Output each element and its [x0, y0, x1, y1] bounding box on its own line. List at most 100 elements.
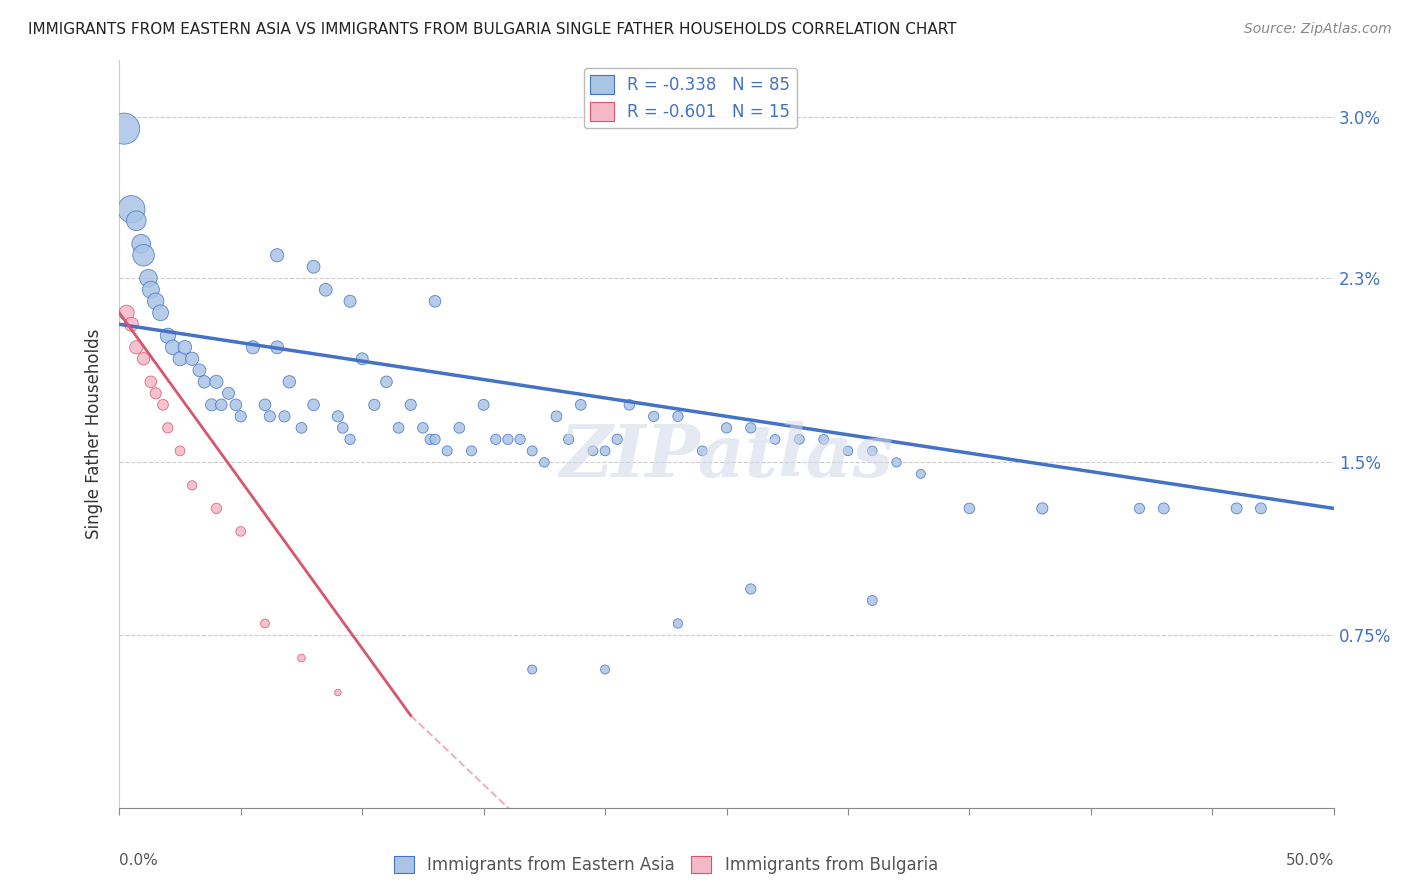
Point [132, 248, 155, 262]
Point [957, 501, 980, 516]
Point [132, 351, 155, 366]
Point [169, 351, 191, 366]
Point [302, 260, 325, 274]
Point [363, 398, 385, 412]
Point [460, 443, 482, 458]
Point [509, 433, 531, 447]
Point [205, 501, 228, 516]
Point [522, 443, 544, 458]
Point [666, 409, 689, 424]
Point [910, 467, 932, 481]
Point [813, 433, 835, 447]
Point [315, 283, 337, 297]
Point [181, 351, 204, 366]
Point [533, 455, 555, 469]
Point [339, 433, 361, 447]
Legend: R = -0.338   N = 85, R = -0.601   N = 15: R = -0.338 N = 85, R = -0.601 N = 15 [583, 68, 797, 128]
Point [326, 409, 349, 424]
Point [200, 398, 222, 412]
Point [789, 433, 811, 447]
Point [339, 294, 361, 309]
Point [1250, 501, 1272, 516]
Point [606, 433, 628, 447]
Point [205, 375, 228, 389]
Point [690, 443, 713, 458]
Point [886, 455, 908, 469]
Point [259, 409, 281, 424]
Point [496, 433, 519, 447]
Point [763, 433, 786, 447]
Point [218, 386, 240, 401]
Point [266, 340, 288, 354]
Text: 0.0%: 0.0% [120, 854, 157, 868]
Point [162, 340, 184, 354]
Point [569, 398, 592, 412]
Point [278, 375, 301, 389]
Point [145, 294, 167, 309]
Text: ZIPatlas: ZIPatlas [560, 420, 894, 491]
Point [290, 421, 312, 435]
Point [436, 443, 458, 458]
Point [125, 213, 148, 227]
Point [860, 443, 883, 458]
Point [156, 421, 179, 435]
Point [557, 433, 579, 447]
Point [582, 443, 605, 458]
Point [149, 306, 172, 320]
Point [145, 386, 167, 401]
Point [423, 294, 446, 309]
Point [1031, 501, 1053, 516]
Point [419, 433, 441, 447]
Point [120, 318, 142, 332]
Point [399, 398, 422, 412]
Point [173, 340, 195, 354]
Point [412, 421, 434, 435]
Point [522, 663, 544, 677]
Point [740, 582, 762, 596]
Point [326, 685, 349, 699]
Point [1153, 501, 1175, 516]
Point [266, 248, 288, 262]
Point [129, 236, 152, 251]
Point [253, 616, 276, 631]
Point [120, 202, 142, 217]
Point [860, 593, 883, 607]
Point [112, 121, 135, 136]
Point [152, 398, 174, 412]
Point [352, 351, 374, 366]
Point [1128, 501, 1150, 516]
Point [666, 616, 689, 631]
Point [225, 398, 247, 412]
Point [242, 340, 264, 354]
Point [740, 421, 762, 435]
Point [156, 328, 179, 343]
Point [193, 375, 215, 389]
Point [837, 443, 859, 458]
Text: Source: ZipAtlas.com: Source: ZipAtlas.com [1244, 22, 1392, 37]
Point [169, 443, 191, 458]
Point [423, 433, 446, 447]
Point [388, 421, 411, 435]
Point [449, 421, 471, 435]
Point [115, 306, 138, 320]
Point [139, 375, 162, 389]
Point [716, 421, 738, 435]
Point [125, 340, 148, 354]
Point [181, 478, 204, 492]
Point [139, 283, 162, 297]
Point [273, 409, 295, 424]
Point [229, 409, 252, 424]
Point [593, 663, 616, 677]
Point [229, 524, 252, 539]
Point [209, 398, 232, 412]
Point [1226, 501, 1249, 516]
Y-axis label: Single Father Households: Single Father Households [86, 328, 103, 539]
Point [593, 443, 616, 458]
Point [546, 409, 568, 424]
Text: 50.0%: 50.0% [1285, 854, 1334, 868]
Point [302, 398, 325, 412]
Point [332, 421, 354, 435]
Point [290, 651, 312, 665]
Point [643, 409, 665, 424]
Point [253, 398, 276, 412]
